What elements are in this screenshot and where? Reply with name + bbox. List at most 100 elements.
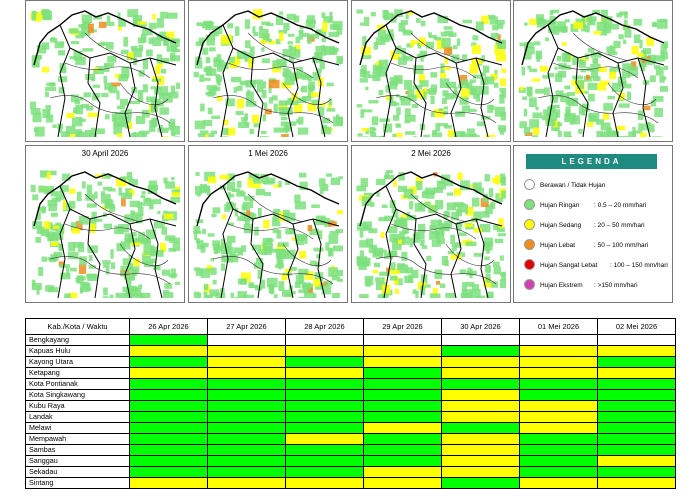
rain-cell	[216, 96, 223, 102]
rain-cell	[622, 25, 631, 30]
rain-cell	[447, 192, 454, 196]
rain-cell	[102, 260, 111, 264]
rain-cell	[401, 47, 406, 58]
river-line	[49, 95, 171, 124]
forecast-cell	[207, 422, 286, 434]
rain-cell	[613, 40, 621, 49]
rain-cell	[384, 12, 394, 21]
rain-cell	[472, 182, 482, 191]
river-line	[552, 62, 639, 79]
regency-border	[87, 218, 101, 298]
rain-cell	[44, 189, 53, 194]
forecast-cell	[363, 411, 442, 423]
rain-cell	[482, 193, 489, 203]
rain-cell	[336, 276, 341, 282]
legend-label: Hujan Sedang	[540, 222, 582, 229]
forecast-cell	[129, 466, 208, 478]
rain-cell	[205, 56, 211, 64]
rain-cell	[117, 12, 121, 21]
rain-cell	[166, 31, 175, 39]
rain-cell	[249, 199, 254, 208]
rain-cell	[130, 293, 135, 298]
rain-cell	[639, 132, 647, 137]
rain-cell	[141, 191, 146, 195]
rain-cell	[405, 131, 416, 135]
rain-cell	[600, 9, 608, 19]
rain-cell	[609, 67, 617, 75]
rain-cell	[318, 230, 323, 240]
rain-cell	[148, 37, 154, 45]
rain-cell	[170, 268, 176, 279]
rain-cell	[88, 132, 97, 137]
rain-cell	[69, 188, 76, 194]
rain-cell	[237, 291, 248, 298]
map-panel-row1-3	[351, 0, 511, 142]
rain-cell	[141, 202, 152, 206]
rain-cell	[287, 98, 292, 105]
rain-cell	[268, 79, 280, 89]
rain-cell	[195, 41, 204, 47]
rain-cell	[489, 16, 498, 25]
rain-cell	[323, 16, 333, 24]
rain-cell	[160, 127, 169, 133]
rain-cell	[142, 255, 151, 264]
rain-cell	[86, 273, 97, 279]
rain-cell	[78, 118, 86, 122]
rain-cell	[492, 24, 499, 31]
rain-cell	[107, 55, 117, 63]
rain-cell	[278, 100, 288, 106]
forecast-cell	[129, 411, 208, 423]
rain-cell	[464, 223, 474, 228]
rain-cell	[321, 284, 332, 295]
rain-cell	[68, 242, 76, 252]
rain-cell	[210, 130, 218, 135]
rain-cell	[163, 36, 169, 46]
rain-cell	[142, 84, 148, 93]
rain-cell	[453, 188, 462, 196]
rain-cell	[132, 212, 139, 222]
rain-cell	[325, 173, 333, 177]
rain-cell	[243, 195, 255, 201]
rain-cell	[336, 269, 343, 277]
rain-cell	[631, 45, 639, 55]
rain-cell	[415, 231, 425, 240]
rain-cell	[338, 278, 343, 282]
legend-range: : 0.5 – 20 mm/hari	[594, 202, 647, 209]
rain-cell	[106, 21, 115, 26]
rain-cell	[326, 108, 336, 112]
rain-cell	[120, 241, 131, 250]
regency-border	[149, 57, 163, 137]
rain-cell	[534, 41, 541, 46]
rain-cell	[490, 32, 499, 39]
rain-cell	[231, 76, 242, 83]
river-line	[212, 95, 334, 124]
rain-cell	[293, 15, 300, 23]
rain-cell	[115, 73, 120, 79]
forecast-cell	[441, 345, 520, 357]
river-line	[212, 256, 334, 285]
rain-cell	[108, 85, 118, 94]
rain-cell	[412, 289, 417, 294]
rain-cell	[328, 31, 340, 38]
rain-cell	[572, 75, 584, 80]
region-name: Sambas	[25, 444, 130, 456]
rain-cell	[587, 82, 598, 90]
rain-cell	[272, 217, 281, 227]
rain-cell	[618, 103, 630, 108]
rain-cell	[411, 103, 419, 109]
rain-cell	[547, 107, 556, 113]
rain-cell	[578, 59, 584, 65]
rain-cell	[256, 257, 263, 264]
rain-cell	[652, 136, 662, 137]
rain-cell	[200, 103, 205, 112]
table-row: Sintang	[25, 477, 676, 489]
rain-cell	[62, 203, 72, 212]
rain-cell	[228, 57, 235, 66]
rain-cell	[64, 293, 71, 298]
rain-cell	[596, 131, 604, 137]
rain-cell	[314, 272, 324, 282]
forecast-cell	[207, 433, 286, 445]
rain-cell	[115, 292, 127, 298]
rain-cell	[130, 266, 140, 274]
rain-cell	[153, 264, 161, 271]
